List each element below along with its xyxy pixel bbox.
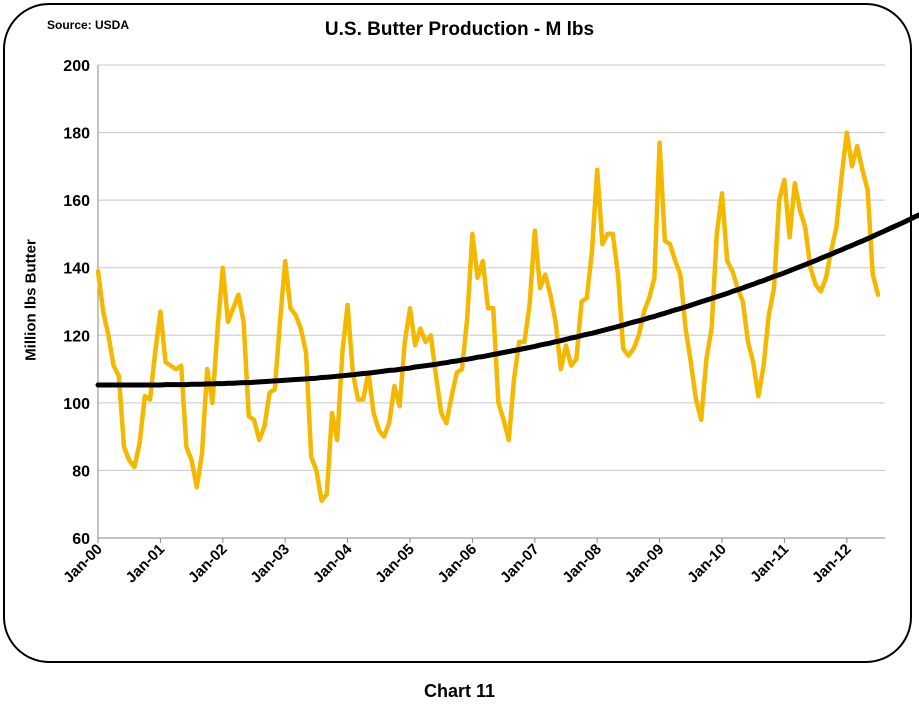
y-tick-label: 140 <box>63 261 90 278</box>
x-tick-label: Jan-01 <box>123 541 169 587</box>
chart-title: U.S. Butter Production - M lbs <box>324 19 595 40</box>
x-tick-label: Jan-02 <box>185 541 231 587</box>
x-tick-label: Jan-10 <box>684 541 730 587</box>
y-tick-label: 100 <box>63 396 90 413</box>
x-tick-label: Jan-09 <box>622 541 668 587</box>
y-tick-label: 160 <box>63 193 90 210</box>
x-tick-label: Jan-04 <box>310 540 356 586</box>
trend-line <box>95 212 919 388</box>
x-tick-label: Jan-05 <box>372 541 418 587</box>
chart-caption: Chart 11 <box>423 681 496 701</box>
y-tick-label: 180 <box>63 126 90 143</box>
chart-frame <box>3 3 912 663</box>
x-tick-label: Jan-03 <box>247 541 293 587</box>
y-tick-label: 80 <box>72 463 90 480</box>
source-note: Source: USDA <box>47 18 130 32</box>
x-tick-label: Jan-07 <box>497 541 543 587</box>
x-tick-label: Jan-08 <box>559 541 605 587</box>
y-tick-label: 60 <box>72 531 90 548</box>
x-tick-label: Jan-06 <box>435 541 481 587</box>
y-tick-label: 120 <box>63 328 90 345</box>
y-tick-label: 200 <box>63 58 90 75</box>
x-tick-label: Jan-12 <box>809 541 855 587</box>
production-series-line <box>95 130 881 504</box>
x-tick-label: Jan-11 <box>747 541 792 586</box>
